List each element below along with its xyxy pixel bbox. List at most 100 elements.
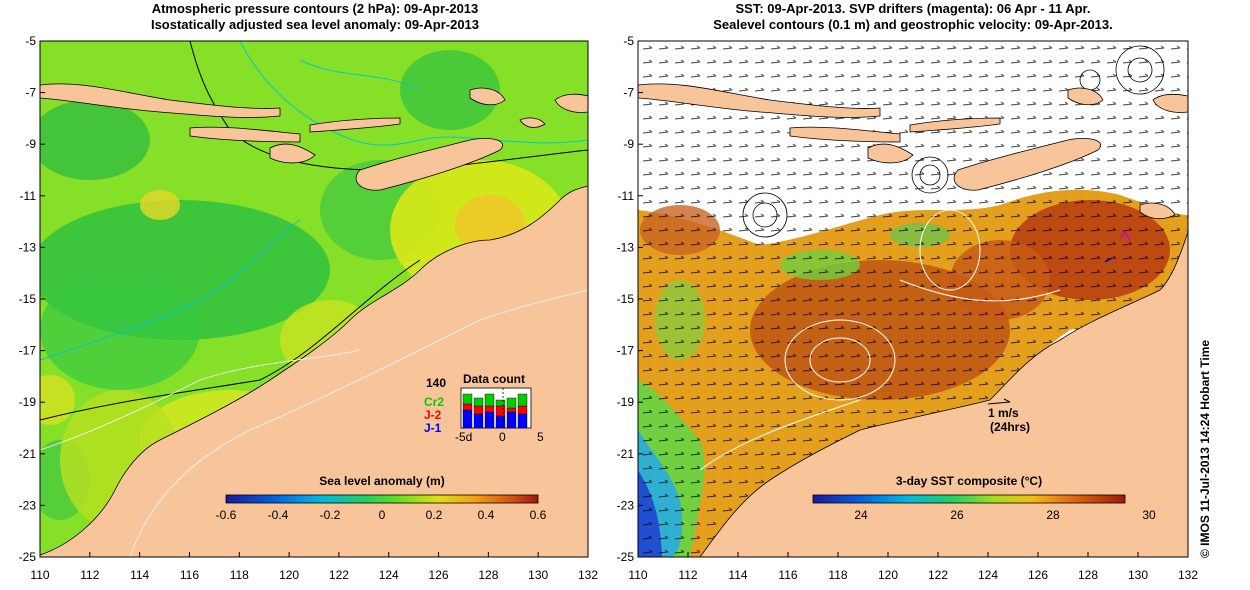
right-xtick-label: 124 — [978, 568, 998, 582]
imos-credit: © IMOS 11-Jul-2013 14:24 Hobart Time — [1198, 339, 1212, 558]
scale-vector-label: 1 m/s — [988, 406, 1019, 420]
data-count-bar — [517, 393, 528, 407]
data-count-bar — [517, 413, 528, 429]
data-count-bar — [484, 411, 495, 429]
left-title-1: Atmospheric pressure contours (2 hPa): 0… — [151, 1, 479, 16]
right-ytick-label: -19 — [617, 395, 635, 409]
left-xtick-label: 124 — [379, 568, 399, 582]
right-xtick-label: 114 — [728, 568, 747, 582]
data-count-bar — [517, 405, 528, 415]
data-count-bar — [462, 409, 473, 429]
right-xtick-label: 110 — [628, 568, 647, 582]
right-ytick-label: -23 — [617, 498, 635, 512]
right-map — [638, 41, 1188, 557]
data-count-bar — [506, 397, 517, 409]
data-count-bar — [473, 397, 484, 407]
left-ytick-label: -9 — [25, 137, 36, 151]
left-ytick-label: -17 — [19, 344, 37, 358]
data-count-bar — [495, 399, 506, 407]
data-count-bar — [462, 393, 473, 405]
sla-colorbar — [225, 494, 539, 504]
data-count-bar — [506, 411, 517, 429]
data-count-inset — [460, 387, 532, 429]
right-ytick-label: -13 — [617, 240, 635, 254]
sla-colorbar-label: Sea level anomaly (m) — [319, 474, 445, 488]
left-xtick-label: 128 — [478, 568, 498, 582]
sla-colorbar-tick: 0 — [378, 508, 386, 522]
data-count-xtick-2: 5 — [537, 430, 544, 444]
right-xtick-label: 122 — [928, 568, 948, 582]
right-ytick-label: -7 — [623, 86, 634, 100]
right-title-1: SST: 09-Apr-2013. SVP drifters (magenta)… — [735, 1, 1091, 16]
left-xtick-label: 112 — [80, 568, 99, 582]
right-xtick-label: 118 — [828, 568, 847, 582]
data-count-bar — [495, 415, 506, 429]
sst-colorbar-tick: 24 — [854, 508, 868, 522]
right-ytick-label: -9 — [623, 137, 634, 151]
left-map — [40, 41, 588, 557]
data-count-bar — [506, 407, 517, 413]
right-xtick-label: 120 — [878, 568, 898, 582]
data-count-series-j1: J-1 — [424, 421, 442, 435]
sst-colorbar — [812, 494, 1126, 504]
left-title-2: Isostatically adjusted sea level anomaly… — [150, 17, 480, 32]
left-xtick-label: 122 — [329, 568, 349, 582]
right-ytick-label: -5 — [623, 34, 634, 48]
data-count-series-cr2: Cr2 — [424, 395, 445, 409]
left-xtick-label: 120 — [279, 568, 299, 582]
right-xtick-label: 112 — [678, 568, 697, 582]
right-ytick-label: -17 — [617, 344, 635, 358]
data-count-bar — [462, 403, 473, 411]
data-count-bar — [473, 413, 484, 429]
sla-colorbar-tick: -0.2 — [319, 508, 341, 522]
data-count-xtick-0: -5d — [455, 430, 473, 444]
left-xtick-label: 116 — [180, 568, 199, 582]
left-xtick-label: 118 — [230, 568, 249, 582]
right-ytick-label: -21 — [617, 447, 635, 461]
sst-colorbar-tick: 30 — [1142, 508, 1156, 522]
data-count-bar — [484, 393, 495, 407]
sla-colorbar-tick: 0.2 — [425, 508, 443, 522]
sla-colorbar-tick: -0.4 — [267, 508, 289, 522]
right-ytick-label: -15 — [617, 292, 635, 306]
right-xtick-label: 116 — [778, 568, 797, 582]
left-ytick-label: -23 — [19, 498, 37, 512]
data-count-bar — [484, 405, 495, 413]
sla-colorbar-tick: 0.4 — [477, 508, 495, 522]
left-ytick-label: -7 — [25, 86, 36, 100]
sst-colorbar-tick: 26 — [950, 508, 964, 522]
left-xtick-label: 130 — [528, 568, 548, 582]
right-ytick-label: -25 — [617, 550, 635, 564]
data-count-xtick-1: 0 — [499, 430, 506, 444]
axes: 110 112 114 116 118 120 122 124 126 128 130 132 -5 -7… — [19, 34, 1199, 582]
sst-colorbar-label: 3-day SST composite (°C) — [895, 474, 1043, 488]
left-xtick-label: 110 — [30, 568, 49, 582]
data-count-series-j2: J-2 — [424, 408, 442, 422]
right-xtick-label: 132 — [1178, 568, 1198, 582]
sst-colorbar-tick: 28 — [1046, 508, 1060, 522]
right-xtick-label: 126 — [1028, 568, 1048, 582]
left-ytick-label: -21 — [19, 447, 37, 461]
data-count-title: Data count — [463, 372, 526, 386]
left-ytick-label: -13 — [19, 240, 37, 254]
left-ytick-label: -11 — [20, 189, 37, 203]
scale-vector-sublabel: (24hrs) — [990, 420, 1031, 434]
left-ytick-label: -15 — [19, 292, 37, 306]
sla-colorbar-tick: -0.6 — [215, 508, 237, 522]
data-count-bar — [473, 405, 484, 415]
left-ytick-label: -5 — [25, 34, 36, 48]
right-xtick-label: 130 — [1128, 568, 1148, 582]
data-count-max: 140 — [426, 376, 447, 390]
left-ytick-label: -25 — [19, 550, 37, 564]
left-xtick-label: 126 — [429, 568, 449, 582]
left-xtick-label: 114 — [130, 568, 149, 582]
left-ytick-label: -19 — [19, 395, 37, 409]
data-count-bar — [495, 405, 506, 417]
sla-colorbar-tick: 0.6 — [529, 508, 547, 522]
right-ytick-label: -11 — [618, 189, 635, 203]
right-title-2: Sealevel contours (0.1 m) and geostrophi… — [713, 17, 1113, 32]
right-xtick-label: 128 — [1078, 568, 1098, 582]
left-xtick-label: 132 — [578, 568, 598, 582]
